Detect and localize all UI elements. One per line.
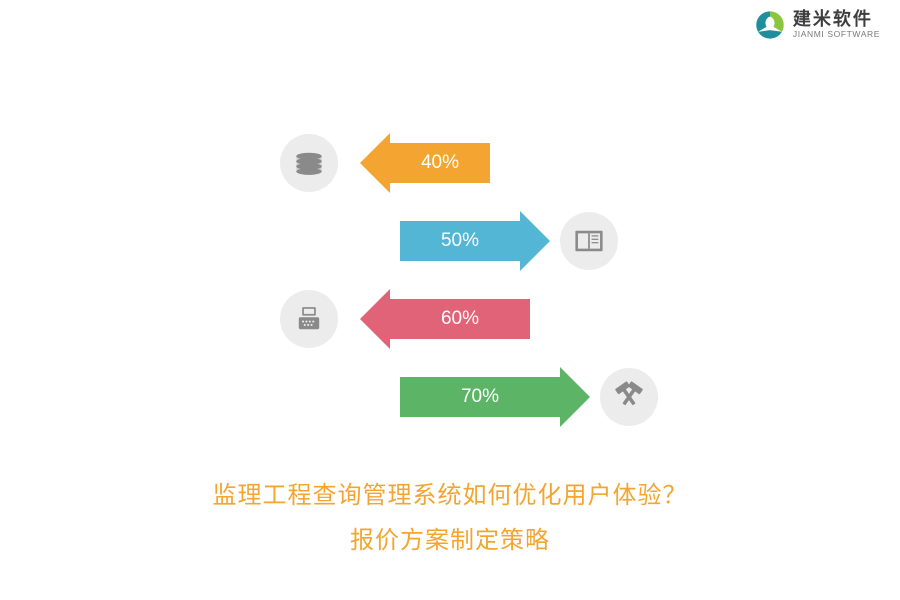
arrow-right: 50% (400, 221, 550, 261)
diagram-row: 40% (0, 130, 900, 200)
arrow-label: 40% (421, 152, 459, 174)
percentage-arrow-diagram: 40% 50% (0, 130, 900, 470)
title-line-1: 监理工程查询管理系统如何优化用户体验？ (0, 473, 900, 519)
footer-titles: 监理工程查询管理系统如何优化用户体验？ 报价方案制定策略 (0, 473, 900, 564)
diagram-row: 60% (0, 286, 900, 356)
diagram-row: 50% (0, 208, 900, 278)
open-book-icon (560, 212, 618, 270)
diagram-row: 70% (0, 364, 900, 434)
hammers-icon (600, 368, 658, 426)
typewriter-icon (280, 290, 338, 348)
logo-text-cn: 建米软件 (793, 10, 880, 30)
arrow-right: 70% (400, 377, 590, 417)
logo-mark-icon (753, 8, 787, 42)
arrow-left: 60% (360, 299, 530, 339)
arrow-label: 70% (461, 386, 499, 408)
arrow-label: 60% (441, 308, 479, 330)
title-line-2: 报价方案制定策略 (0, 518, 900, 564)
arrow-left: 40% (360, 143, 490, 183)
books-icon (280, 134, 338, 192)
logo-text-en: JIANMI SOFTWARE (793, 30, 880, 39)
brand-logo: 建米软件 JIANMI SOFTWARE (753, 8, 880, 42)
arrow-label: 50% (441, 230, 479, 252)
